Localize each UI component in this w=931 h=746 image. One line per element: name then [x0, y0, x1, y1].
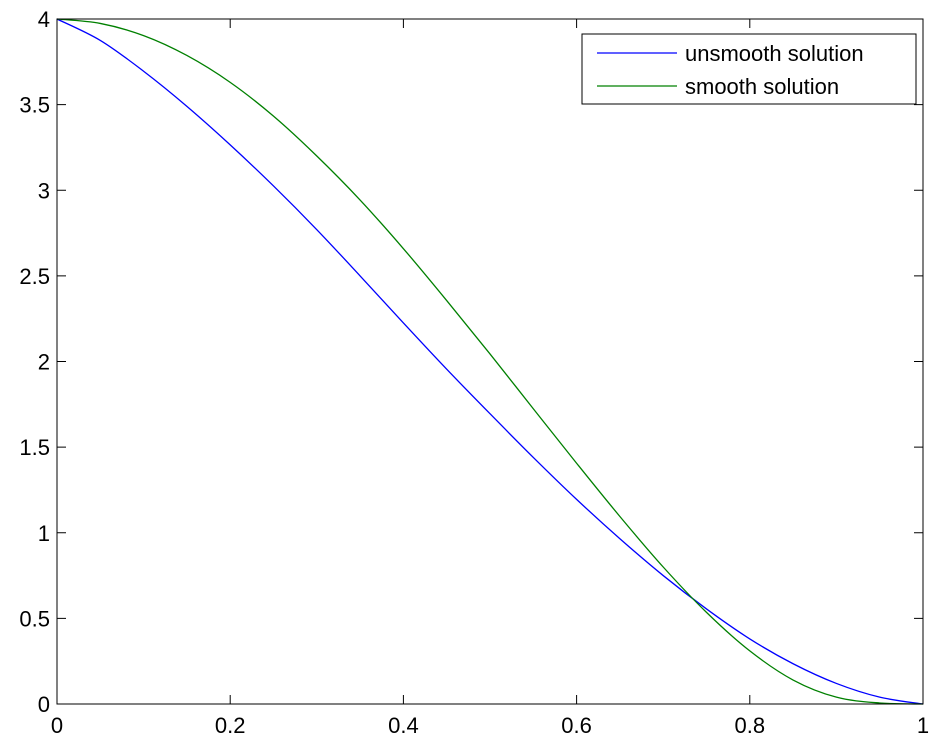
- axis-ticks: 0 0.2 0.4 0.6 0.8 1 0 0.5 1 1.5 2 2.5 3 3.5 4: [19, 7, 929, 738]
- legend-label: unsmooth solution: [685, 41, 864, 66]
- y-tick-label: 3.5: [19, 93, 50, 118]
- x-tick-label: 0.6: [561, 713, 592, 738]
- y-tick-label: 2: [38, 350, 50, 375]
- x-tick-label: 0: [51, 713, 63, 738]
- x-tick-label: 0.2: [215, 713, 246, 738]
- x-tick-label: 0.8: [735, 713, 766, 738]
- series-line-unsmooth: [56, 18, 924, 705]
- series-line-smooth: [56, 18, 924, 705]
- legend: unsmooth solution smooth solution: [581, 33, 917, 105]
- x-tick-label: 0.4: [388, 713, 419, 738]
- y-tick-label: 0.5: [19, 606, 50, 631]
- y-tick-label: 4: [38, 7, 50, 32]
- y-tick-label: 1: [38, 521, 50, 546]
- plot-area: [56, 18, 924, 705]
- y-tick-label: 3: [38, 178, 50, 203]
- y-tick-label: 0: [38, 692, 50, 717]
- legend-label: smooth solution: [685, 74, 839, 99]
- y-tick-label: 2.5: [19, 264, 50, 289]
- y-tick-label: 1.5: [19, 435, 50, 460]
- legend-box: [581, 33, 917, 105]
- x-tick-label: 1: [917, 713, 929, 738]
